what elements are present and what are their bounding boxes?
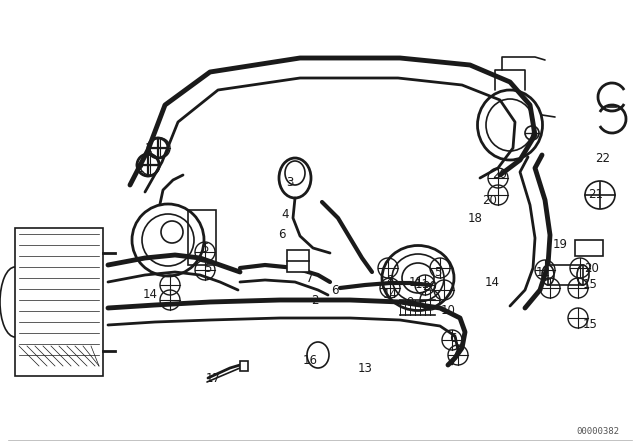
Text: 5: 5 <box>204 262 212 275</box>
Bar <box>15 228 103 376</box>
Text: 6: 6 <box>332 284 339 297</box>
Text: 13: 13 <box>358 362 372 375</box>
Text: 6: 6 <box>449 332 457 345</box>
Text: 14: 14 <box>484 276 499 289</box>
Text: 11: 11 <box>415 279 429 292</box>
Bar <box>575 240 603 256</box>
Text: 20: 20 <box>493 168 508 181</box>
Bar <box>188 210 216 265</box>
Text: 11: 11 <box>408 276 424 289</box>
Text: 19: 19 <box>552 238 568 251</box>
Text: 12: 12 <box>536 266 550 279</box>
Text: 4: 4 <box>281 208 289 221</box>
Text: 3: 3 <box>286 176 294 189</box>
Text: 14: 14 <box>143 289 157 302</box>
Text: 22: 22 <box>595 151 611 164</box>
Text: 00000382: 00000382 <box>577 427 620 436</box>
Bar <box>240 361 248 371</box>
Bar <box>548 265 583 285</box>
Text: 10: 10 <box>440 303 456 316</box>
Text: 15: 15 <box>582 279 597 292</box>
Text: 5: 5 <box>202 241 209 254</box>
Text: 17: 17 <box>205 371 221 384</box>
Text: 2: 2 <box>311 293 319 306</box>
Text: 1: 1 <box>144 142 152 155</box>
Text: 5: 5 <box>435 266 442 279</box>
Text: 8: 8 <box>387 273 394 287</box>
Text: 16: 16 <box>303 353 317 366</box>
Text: 20: 20 <box>422 280 437 293</box>
Text: 18: 18 <box>468 211 483 224</box>
Text: 21: 21 <box>589 189 604 202</box>
Text: 9: 9 <box>406 297 413 310</box>
Text: 2: 2 <box>136 161 144 175</box>
Text: 20: 20 <box>584 262 600 275</box>
Text: 6: 6 <box>278 228 285 241</box>
Text: 7: 7 <box>307 271 314 284</box>
Bar <box>287 250 309 272</box>
Text: 15: 15 <box>582 319 597 332</box>
Text: 14: 14 <box>383 289 397 302</box>
Text: 20: 20 <box>483 194 497 207</box>
